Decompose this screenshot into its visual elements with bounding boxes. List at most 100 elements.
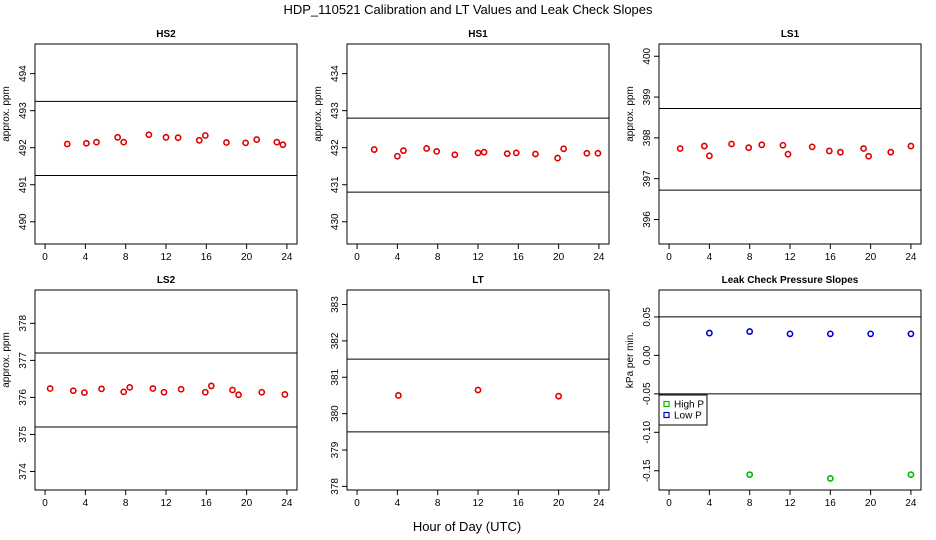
y-tick-label: 381 (330, 368, 341, 385)
x-tick-label: 24 (905, 252, 917, 263)
panels: HS2 0 4 8 12 16 20 24 490 491 492 493 494 approx. ppm… (1, 29, 922, 509)
x-tick-label: 8 (435, 252, 441, 263)
plot-frame (658, 43, 922, 245)
data-point (474, 386, 482, 394)
data-point (825, 147, 833, 155)
data-point (149, 385, 157, 392)
data-point (400, 147, 407, 155)
data-point (281, 391, 289, 398)
x-tick-label: 16 (513, 498, 525, 509)
data-point (560, 145, 568, 153)
data-point (69, 387, 77, 395)
plot-frame (34, 43, 298, 245)
data-point (907, 471, 915, 479)
x-tick-label: 24 (593, 498, 605, 509)
x-tick-label: 20 (865, 252, 877, 263)
data-point (728, 140, 735, 148)
x-tick-label: 24 (281, 498, 293, 509)
x-tick-label: 12 (160, 498, 172, 509)
y-tick-label: 400 (642, 47, 653, 64)
data-point (826, 475, 834, 482)
data-point (174, 134, 182, 142)
x-tick-label: 24 (905, 498, 917, 509)
data-point (93, 138, 100, 146)
data-point (865, 152, 872, 160)
data-point (705, 152, 713, 160)
data-point (201, 388, 209, 396)
y-tick-label: -0.05 (642, 382, 653, 405)
y-axis-label: approx. ppm (313, 86, 324, 142)
y-tick-label: -0.15 (642, 459, 653, 482)
data-point (393, 152, 401, 160)
plot-frame (346, 43, 610, 245)
x-tick-label: 0 (42, 252, 48, 263)
legend-marker (663, 411, 670, 419)
data-point (160, 388, 168, 396)
data-point (120, 138, 128, 146)
x-tick-label: 16 (201, 498, 213, 509)
x-axis-label: Hour of Day (UTC) (413, 519, 521, 534)
data-point (114, 133, 122, 141)
y-tick-label: 491 (18, 176, 29, 193)
y-tick-label: 431 (330, 176, 341, 193)
x-tick-label: 20 (553, 498, 565, 509)
panel-title: HS1 (468, 29, 488, 40)
x-tick-label: 12 (160, 252, 172, 263)
y-axis-label: approx. ppm (1, 332, 12, 388)
data-point (279, 141, 287, 149)
data-point (242, 139, 250, 147)
data-point (423, 145, 431, 152)
y-tick-label: 0.00 (642, 345, 653, 365)
data-point (80, 389, 88, 396)
data-point (836, 148, 844, 156)
y-tick-label: 374 (18, 463, 29, 480)
data-point (867, 330, 875, 338)
data-point (229, 386, 236, 394)
x-tick-label: 12 (784, 498, 796, 509)
x-tick-label: 8 (747, 252, 753, 263)
data-point (98, 385, 105, 393)
data-point (394, 392, 402, 399)
data-point (808, 143, 816, 151)
data-point (46, 385, 54, 392)
data-point (554, 154, 562, 162)
x-tick-label: 16 (825, 498, 837, 509)
data-point (758, 141, 766, 149)
data-point (235, 391, 242, 399)
plot-frame (346, 289, 610, 491)
y-tick-label: -0.10 (642, 420, 653, 443)
legend-box (658, 394, 708, 426)
panel-6: Leak Check Pressure Slopes 0 4 8 12 16 20 24 -0.… (625, 275, 922, 509)
y-tick-label: 430 (330, 213, 341, 230)
data-point (887, 148, 895, 156)
data-point (273, 138, 281, 146)
x-tick-label: 0 (666, 498, 672, 509)
x-tick-label: 8 (435, 498, 441, 509)
x-tick-label: 0 (354, 252, 360, 263)
data-point (223, 139, 230, 146)
data-point (786, 330, 794, 338)
y-tick-label: 379 (330, 441, 341, 458)
x-tick-label: 12 (472, 498, 484, 509)
y-tick-label: 398 (642, 129, 653, 146)
y-tick-label: 397 (642, 170, 653, 187)
data-point (784, 150, 792, 158)
data-point (82, 139, 90, 147)
data-point (826, 330, 834, 338)
data-point (745, 144, 753, 152)
x-tick-label: 20 (553, 252, 565, 263)
legend-label: High P (674, 400, 704, 411)
data-point (370, 146, 378, 153)
data-point (676, 145, 684, 152)
x-tick-label: 4 (707, 252, 713, 263)
data-point (860, 145, 867, 152)
panel-2: HS1 0 4 8 12 16 20 24 430 431 432 433 434 approx. ppm (313, 29, 610, 263)
y-tick-label: 380 (330, 405, 341, 422)
x-tick-label: 12 (472, 252, 484, 263)
data-point (583, 149, 591, 157)
x-tick-label: 4 (395, 498, 401, 509)
data-point (162, 133, 170, 141)
data-point (126, 384, 134, 391)
data-point (177, 385, 185, 393)
